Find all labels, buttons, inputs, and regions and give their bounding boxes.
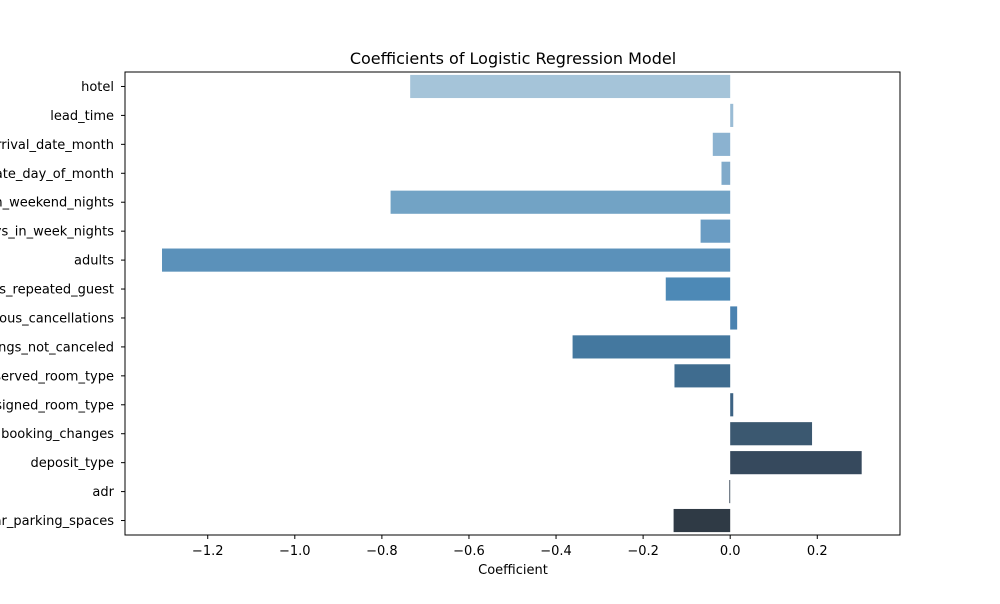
plot-frame <box>124 71 901 536</box>
bar <box>674 364 731 388</box>
y-tick-label: booking_changes <box>1 427 114 442</box>
y-tick-label: stays_in_weekend_nights <box>0 196 114 211</box>
bar <box>730 103 734 127</box>
y-tick-labels: hotel lead_time arrival_date_month arrival_… <box>0 80 125 529</box>
y-tick-label: reserved_room_type <box>0 369 114 384</box>
bar <box>162 248 731 272</box>
bar <box>673 508 731 533</box>
bar <box>730 393 734 417</box>
y-tick-label: is_repeated_guest <box>0 283 114 298</box>
bar <box>730 451 862 475</box>
y-tick-label: adults <box>74 254 114 269</box>
x-tick-label: −0.8 <box>366 544 398 559</box>
y-tick-label: arrival_date_month <box>0 138 114 153</box>
x-tick-label: −1.0 <box>279 544 311 559</box>
bar <box>665 277 731 301</box>
y-tick-label: assigned_room_type <box>0 398 114 413</box>
chart-title: Coefficients of Logistic Regression Mode… <box>350 49 676 68</box>
bar <box>712 132 731 156</box>
x-tick-label: 0.0 <box>720 544 741 559</box>
bars-group <box>162 74 862 533</box>
y-tick-label: adr <box>92 485 114 500</box>
x-tick-label: −1.2 <box>192 544 224 559</box>
x-ticks: −1.2 −1.0 −0.8 −0.6 −0.4 −0.2 0.0 0.2 <box>192 535 828 559</box>
y-tick-label: lead_time <box>50 109 114 124</box>
bar <box>730 422 813 446</box>
bar <box>410 74 731 99</box>
bar <box>729 480 731 504</box>
y-tick-label: arrival_date_day_of_month <box>0 167 114 182</box>
x-axis-label: Coefficient <box>478 563 548 578</box>
y-tick-label: previous_cancellations <box>0 311 114 326</box>
y-tick-label: stays_in_week_nights <box>0 225 114 240</box>
bar <box>700 219 731 243</box>
y-tick-label: hotel <box>81 80 114 95</box>
x-tick-label: −0.6 <box>453 544 485 559</box>
x-tick-label: −0.4 <box>540 544 572 559</box>
x-tick-label: 0.2 <box>807 544 828 559</box>
x-tick-label: −0.2 <box>627 544 659 559</box>
y-tick-label: required_car_parking_spaces <box>0 514 114 529</box>
bar <box>721 161 731 185</box>
bar <box>730 306 738 330</box>
bar <box>390 190 731 214</box>
y-tick-label: deposit_type <box>31 456 114 471</box>
bar <box>572 335 731 359</box>
y-tick-label: previous_bookings_not_canceled <box>0 340 114 355</box>
